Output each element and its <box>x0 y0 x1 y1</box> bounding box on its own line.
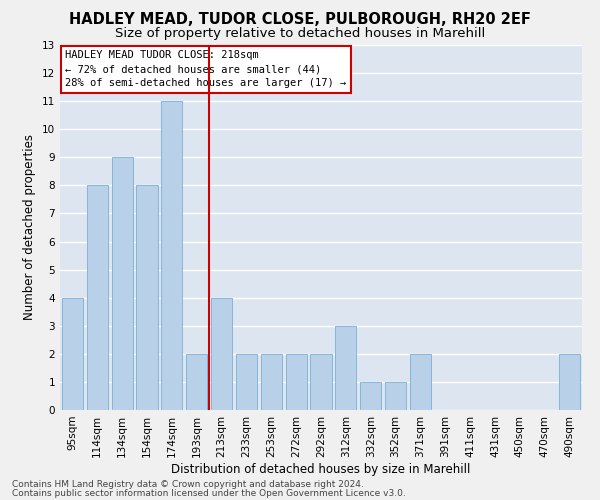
Bar <box>310 354 332 410</box>
Bar <box>236 354 257 410</box>
Bar <box>62 298 83 410</box>
Text: Size of property relative to detached houses in Marehill: Size of property relative to detached ho… <box>115 28 485 40</box>
Y-axis label: Number of detached properties: Number of detached properties <box>23 134 37 320</box>
Bar <box>360 382 381 410</box>
Text: HADLEY MEAD TUDOR CLOSE: 218sqm
← 72% of detached houses are smaller (44)
28% of: HADLEY MEAD TUDOR CLOSE: 218sqm ← 72% of… <box>65 50 346 88</box>
X-axis label: Distribution of detached houses by size in Marehill: Distribution of detached houses by size … <box>172 462 470 475</box>
Bar <box>211 298 232 410</box>
Bar <box>410 354 431 410</box>
Bar <box>161 101 182 410</box>
Bar <box>286 354 307 410</box>
Text: HADLEY MEAD, TUDOR CLOSE, PULBOROUGH, RH20 2EF: HADLEY MEAD, TUDOR CLOSE, PULBOROUGH, RH… <box>69 12 531 28</box>
Bar <box>186 354 207 410</box>
Bar <box>385 382 406 410</box>
Text: Contains public sector information licensed under the Open Government Licence v3: Contains public sector information licen… <box>12 488 406 498</box>
Text: Contains HM Land Registry data © Crown copyright and database right 2024.: Contains HM Land Registry data © Crown c… <box>12 480 364 489</box>
Bar <box>87 186 108 410</box>
Bar <box>559 354 580 410</box>
Bar <box>136 186 158 410</box>
Bar <box>335 326 356 410</box>
Bar <box>261 354 282 410</box>
Bar <box>112 158 133 410</box>
